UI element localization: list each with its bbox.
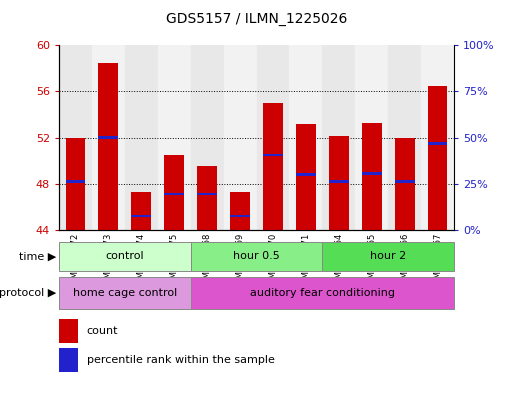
Bar	[421, 45, 454, 230]
Bar	[256, 45, 289, 230]
Text: hour 2: hour 2	[370, 252, 406, 261]
Bar	[329, 180, 349, 183]
Bar	[131, 192, 151, 230]
Bar	[394, 138, 415, 230]
Text: count: count	[87, 326, 118, 336]
Bar	[59, 277, 191, 309]
Bar	[191, 242, 322, 271]
Text: control: control	[106, 252, 144, 261]
Bar	[191, 277, 454, 309]
Bar	[59, 348, 78, 372]
Bar	[98, 136, 118, 139]
Bar	[388, 45, 421, 230]
Bar	[263, 103, 283, 230]
Bar	[263, 154, 283, 156]
Bar	[322, 242, 454, 271]
Bar	[66, 180, 85, 183]
Bar	[66, 138, 85, 230]
Bar	[362, 123, 382, 230]
Bar	[428, 86, 447, 230]
Bar	[197, 166, 217, 230]
Bar	[59, 242, 191, 271]
Bar	[157, 45, 191, 230]
Bar	[289, 45, 322, 230]
Text: GDS5157 / ILMN_1225026: GDS5157 / ILMN_1225026	[166, 12, 347, 26]
Bar	[296, 173, 315, 176]
Bar	[59, 45, 92, 230]
Bar	[191, 45, 224, 230]
Bar	[230, 192, 250, 230]
Bar	[329, 136, 349, 230]
Bar	[92, 45, 125, 230]
Text: auditory fear conditioning: auditory fear conditioning	[250, 288, 395, 298]
Bar	[125, 45, 157, 230]
Text: home cage control: home cage control	[73, 288, 177, 298]
Bar	[224, 45, 256, 230]
Bar	[164, 155, 184, 230]
Bar	[164, 193, 184, 195]
Text: percentile rank within the sample: percentile rank within the sample	[87, 355, 274, 365]
Bar	[59, 319, 78, 343]
Bar	[362, 172, 382, 174]
Bar	[197, 193, 217, 195]
Bar	[394, 180, 415, 183]
Text: hour 0.5: hour 0.5	[233, 252, 280, 261]
Text: time ▶: time ▶	[19, 252, 56, 261]
Bar	[296, 124, 315, 230]
Bar	[322, 45, 355, 230]
Bar	[355, 45, 388, 230]
Bar	[131, 215, 151, 217]
Bar	[230, 215, 250, 217]
Bar	[98, 62, 118, 230]
Bar	[428, 142, 447, 145]
Text: protocol ▶: protocol ▶	[0, 288, 56, 298]
